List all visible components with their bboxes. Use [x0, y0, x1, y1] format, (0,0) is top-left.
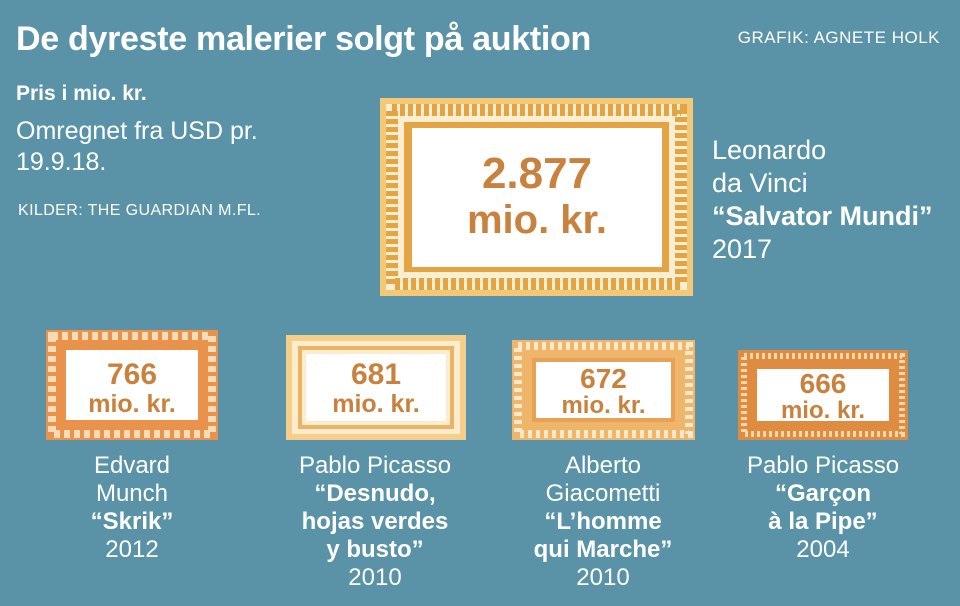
value-lhomme: 672 mio. kr.: [536, 365, 671, 418]
value-garcon: 666 mio. kr.: [757, 370, 889, 423]
artist-name: Alberto: [564, 452, 642, 479]
unit-label: Pris i mio. kr.: [16, 82, 147, 105]
work-title: y busto”: [326, 536, 424, 563]
work-title: hojas verdes: [301, 508, 449, 535]
value-unit: mio. kr.: [332, 390, 420, 418]
page-title: De dyreste malerier solgt på auktion: [16, 20, 591, 58]
caption-lhomme: Alberto Giacometti “L’homme qui Marche” …: [503, 452, 703, 592]
artist-name: Leonardo: [712, 135, 827, 165]
value-skrik: 766 mio. kr.: [66, 360, 198, 417]
frame-salvator-mundi: [380, 98, 693, 296]
work-title: “Desnudo,: [314, 480, 436, 507]
frame-desnudo: [286, 335, 466, 440]
work-title: à la Pipe”: [768, 508, 878, 535]
frame-skrik: [46, 330, 218, 440]
year: 2017: [712, 234, 773, 264]
value-number: 766: [106, 358, 158, 391]
value-number: 666: [799, 368, 847, 399]
year: 2010: [576, 564, 630, 591]
artist-name: Munch: [95, 480, 169, 507]
artist-name: Giacometti: [545, 480, 661, 507]
conversion-note: Omregnet fra USD pr. 19.9.18.: [16, 117, 258, 176]
work-title: qui Marche”: [533, 536, 673, 563]
value-unit: mio. kr.: [561, 392, 646, 419]
year: 2012: [105, 536, 159, 563]
value-number: 2.877: [481, 149, 593, 198]
artist-name: da Vinci: [712, 168, 808, 198]
artist-name: Pablo Picasso: [298, 452, 452, 479]
work-title: “Skrik”: [90, 508, 174, 535]
caption-salvator-mundi: Leonardo da Vinci “Salvator Mundi” 2017: [712, 134, 952, 266]
value-desnudo: 681 mio. kr.: [306, 360, 446, 417]
value-unit: mio. kr.: [88, 390, 176, 418]
value-salvator-mundi: 2.877 mio. kr.: [412, 149, 662, 242]
artist-name: Edvard: [93, 452, 171, 479]
work-title: “Salvator Mundi”: [712, 201, 933, 231]
value-number: 681: [350, 358, 402, 391]
value-number: 672: [580, 363, 627, 394]
value-unit: mio. kr.: [780, 397, 866, 424]
year: 2010: [348, 564, 402, 591]
caption-skrik: Edvard Munch “Skrik” 2012: [32, 452, 232, 564]
artist-name: Pablo Picasso: [746, 452, 900, 479]
frame-lhomme: [512, 340, 695, 440]
year: 2004: [796, 536, 850, 563]
work-title: “L’homme: [544, 508, 662, 535]
caption-desnudo: Pablo Picasso “Desnudo, hojas verdes y b…: [270, 452, 480, 592]
work-title: “Garçon: [774, 480, 872, 507]
source-note: KILDER: THE GUARDIAN M.FL.: [18, 202, 262, 219]
value-unit: mio. kr.: [466, 198, 608, 242]
caption-garcon: Pablo Picasso “Garçon à la Pipe” 2004: [723, 452, 923, 564]
frame-garcon: [738, 350, 908, 440]
graphic-credit: GRAFIK: AGNETE HOLK: [737, 28, 940, 47]
